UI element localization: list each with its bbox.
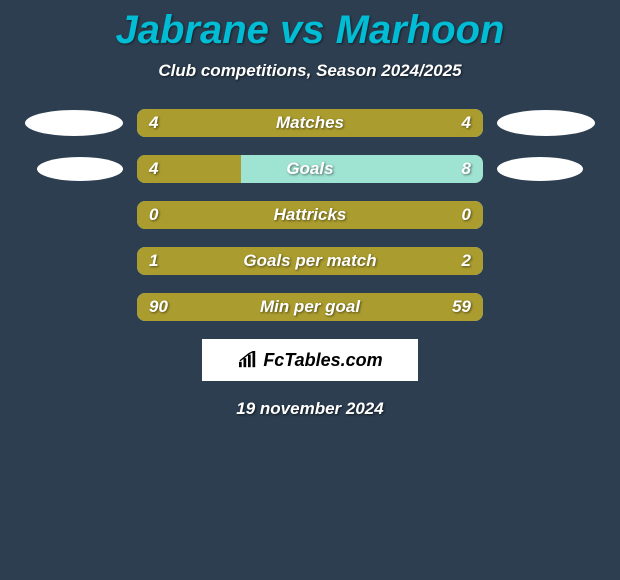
stat-label: Goals per match	[137, 247, 483, 275]
stat-bar: 4Goals8	[137, 155, 483, 183]
stat-label: Matches	[137, 109, 483, 137]
date-text: 19 november 2024	[0, 399, 620, 419]
stat-row: 90Min per goal59	[0, 293, 620, 321]
stat-label: Hattricks	[137, 201, 483, 229]
stat-bar: 90Min per goal59	[137, 293, 483, 321]
comparison-container: Jabrane vs Marhoon Club competitions, Se…	[0, 0, 620, 419]
page-title: Jabrane vs Marhoon	[0, 8, 620, 53]
logo-text: FcTables.com	[263, 350, 382, 371]
stat-value-right: 2	[462, 247, 471, 275]
stat-row: 4Matches4	[0, 109, 620, 137]
chart-icon	[237, 351, 259, 369]
player-left-avatar	[25, 110, 123, 136]
stat-label: Min per goal	[137, 293, 483, 321]
stat-value-right: 59	[452, 293, 471, 321]
logo-box[interactable]: FcTables.com	[202, 339, 418, 381]
stat-bar: 1Goals per match2	[137, 247, 483, 275]
subtitle: Club competitions, Season 2024/2025	[0, 61, 620, 81]
stat-bar: 4Matches4	[137, 109, 483, 137]
stat-value-right: 8	[462, 155, 471, 183]
player-left-avatar	[37, 157, 123, 181]
stat-row: 1Goals per match2	[0, 247, 620, 275]
stats-rows: 4Matches44Goals80Hattricks01Goals per ma…	[0, 109, 620, 321]
avatar-spacer	[25, 294, 123, 320]
avatar-spacer	[497, 248, 595, 274]
stat-bar: 0Hattricks0	[137, 201, 483, 229]
avatar-spacer	[497, 202, 595, 228]
stat-row: 4Goals8	[0, 155, 620, 183]
avatar-spacer	[25, 248, 123, 274]
player-right-avatar	[497, 157, 583, 181]
avatar-spacer	[25, 202, 123, 228]
stat-value-right: 4	[462, 109, 471, 137]
stat-row: 0Hattricks0	[0, 201, 620, 229]
stat-value-right: 0	[462, 201, 471, 229]
avatar-spacer	[497, 294, 595, 320]
stat-label: Goals	[137, 155, 483, 183]
player-right-avatar	[497, 110, 595, 136]
